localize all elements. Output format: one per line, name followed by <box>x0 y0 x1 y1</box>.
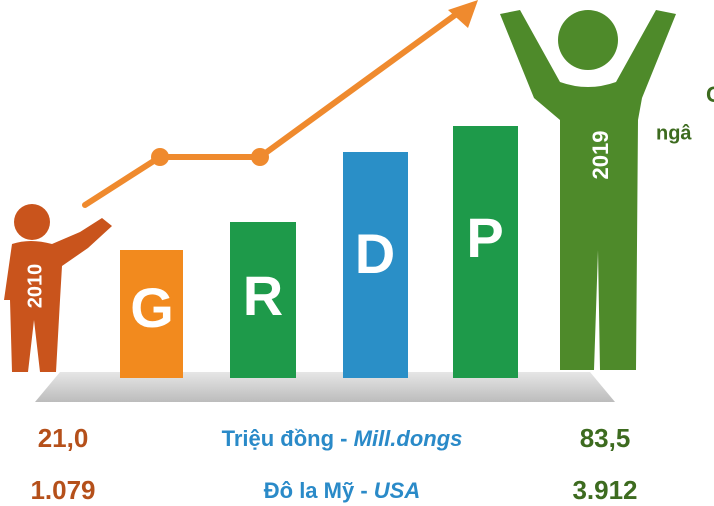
bar-g <box>120 250 183 378</box>
end-value: 3.912 <box>572 475 637 505</box>
platform <box>35 372 615 402</box>
bar-r <box>230 222 296 378</box>
unit: Triệu đồng - Mill.dongs <box>222 426 463 451</box>
end-year: 2019 <box>588 131 613 180</box>
arrow-head <box>448 0 478 28</box>
start-value: 21,0 <box>38 423 89 453</box>
growth-arrow <box>82 7 465 208</box>
unit-en: USA <box>374 478 420 503</box>
separator: - <box>334 426 354 451</box>
person-2019 <box>500 10 676 370</box>
letter: R <box>243 264 283 327</box>
arrow-dot <box>251 148 269 166</box>
unit-en: Mill.dongs <box>354 426 463 451</box>
bar-p <box>453 126 518 378</box>
letter: D <box>355 222 395 285</box>
unit-vi: Đô la Mỹ <box>264 478 355 503</box>
separator: - <box>354 478 374 503</box>
side-text: ngâ <box>656 122 692 144</box>
arrow-dot <box>151 148 169 166</box>
person-2010 <box>4 204 112 372</box>
start-value: 1.079 <box>30 475 95 505</box>
letter: G <box>130 276 174 339</box>
start-year: 2010 <box>24 264 46 309</box>
side-text: C <box>706 82 714 107</box>
end-value: 83,5 <box>580 423 631 453</box>
letter: P <box>466 206 503 269</box>
bar-d <box>343 152 408 378</box>
unit-vi: Triệu đồng <box>222 426 334 451</box>
unit: Đô la Mỹ - USA <box>264 478 420 503</box>
